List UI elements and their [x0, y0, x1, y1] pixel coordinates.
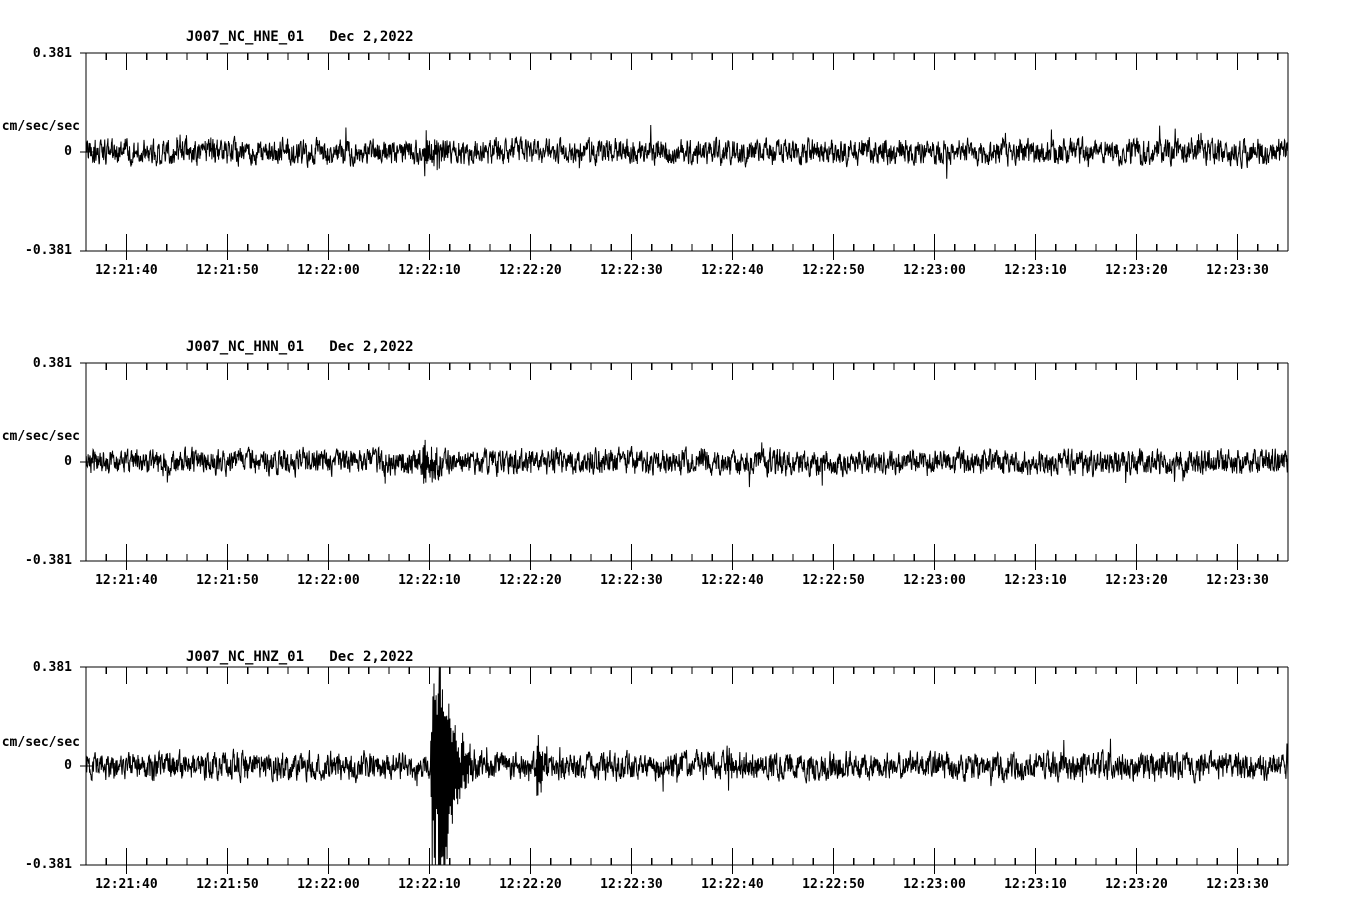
- x-tick-label: 12:23:30: [1206, 263, 1269, 278]
- x-tick-label: 12:22:50: [802, 573, 865, 588]
- x-tick-label: 12:23:10: [1004, 263, 1067, 278]
- x-tick-label: 12:22:40: [701, 877, 764, 892]
- x-tick-label: 12:23:10: [1004, 877, 1067, 892]
- y-axis-units-hne: cm/sec/sec: [1, 119, 80, 134]
- x-tick-label: 12:21:40: [95, 877, 158, 892]
- panel-title-hnz: J007_NC_HNZ_01 Dec 2,2022: [186, 649, 414, 665]
- x-tick-label: 12:22:00: [297, 263, 360, 278]
- x-tick-label: 12:22:30: [600, 263, 663, 278]
- x-tick-label: 12:22:20: [499, 877, 562, 892]
- y-tick-max-hnz: 0.381: [32, 660, 72, 675]
- x-tick-label: 12:23:00: [903, 877, 966, 892]
- y-tick-min-hnz: -0.381: [25, 857, 72, 872]
- x-tick-label: 12:21:50: [196, 263, 259, 278]
- y-axis-units-hnn: cm/sec/sec: [1, 429, 80, 444]
- x-tick-label: 12:22:20: [499, 263, 562, 278]
- x-tick-label: 12:23:20: [1105, 573, 1168, 588]
- waveform-trace: [85, 667, 1289, 865]
- panel-title-hnn: J007_NC_HNN_01 Dec 2,2022: [186, 339, 414, 355]
- y-tick-max-hnn: 0.381: [32, 356, 72, 371]
- y-tick-zero-hne: 0: [64, 144, 72, 159]
- x-tick-label: 12:21:50: [196, 573, 259, 588]
- x-tick-label: 12:21:40: [95, 573, 158, 588]
- y-tick-min-hne: -0.381: [25, 243, 72, 258]
- y-tick-max-hne: 0.381: [32, 46, 72, 61]
- x-tick-label: 12:22:10: [398, 877, 461, 892]
- y-tick-min-hnn: -0.381: [25, 553, 72, 568]
- x-tick-label: 12:23:30: [1206, 877, 1269, 892]
- x-tick-label: 12:23:00: [903, 573, 966, 588]
- x-axis-ticks: [85, 363, 1279, 570]
- x-tick-label: 12:22:10: [398, 573, 461, 588]
- x-tick-label: 12:22:40: [701, 573, 764, 588]
- x-tick-label: 12:22:50: [802, 263, 865, 278]
- x-tick-label: 12:23:20: [1105, 263, 1168, 278]
- x-tick-label: 12:21:50: [196, 877, 259, 892]
- panel-title-hne: J007_NC_HNE_01 Dec 2,2022: [186, 29, 414, 45]
- x-tick-label: 12:22:30: [600, 877, 663, 892]
- x-tick-label: 12:23:20: [1105, 877, 1168, 892]
- x-axis-ticks: [85, 53, 1279, 260]
- y-tick-zero-hnn: 0: [64, 454, 72, 469]
- x-tick-label: 12:23:10: [1004, 573, 1067, 588]
- x-tick-label: 12:21:40: [95, 263, 158, 278]
- plot-area-hnn: [80, 362, 1289, 570]
- y-tick-zero-hnz: 0: [64, 758, 72, 773]
- x-tick-label: 12:22:40: [701, 263, 764, 278]
- x-axis-ticks: [85, 667, 1279, 874]
- plot-area-hne: [80, 52, 1289, 260]
- x-tick-label: 12:22:50: [802, 877, 865, 892]
- y-axis-ticks: [80, 666, 94, 866]
- plot-frame: [85, 52, 1289, 252]
- x-tick-label: 12:22:30: [600, 573, 663, 588]
- x-tick-label: 12:23:30: [1206, 573, 1269, 588]
- x-tick-label: 12:22:20: [499, 573, 562, 588]
- plot-area-hnz: [80, 666, 1289, 874]
- x-tick-label: 12:22:00: [297, 573, 360, 588]
- waveform-trace: [85, 125, 1289, 179]
- y-axis-units-hnz: cm/sec/sec: [1, 735, 80, 750]
- x-tick-label: 12:22:00: [297, 877, 360, 892]
- waveform-trace: [85, 439, 1289, 488]
- x-tick-label: 12:23:00: [903, 263, 966, 278]
- x-tick-label: 12:22:10: [398, 263, 461, 278]
